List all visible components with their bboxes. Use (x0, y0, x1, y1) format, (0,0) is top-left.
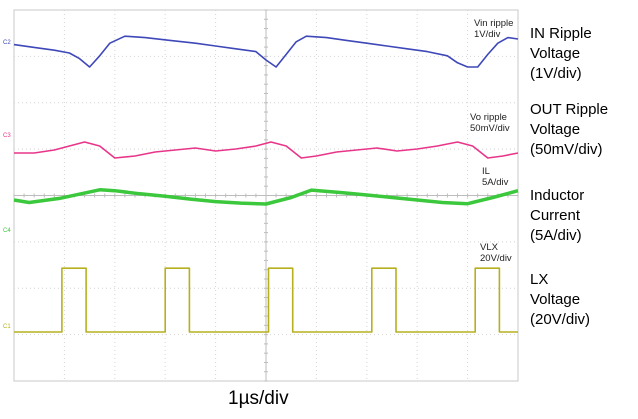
scope-label: 20V/div (480, 253, 512, 264)
side-label-line: Voltage (530, 45, 581, 62)
scope-label: 5A/div (482, 177, 509, 188)
scope-label: Vo ripple (470, 112, 507, 123)
scope-label: Vin ripple (474, 18, 513, 29)
scope-label: 1V/div (474, 29, 501, 40)
channel-marker: C3 (3, 133, 11, 139)
scope-label: VLX (480, 242, 499, 253)
traces (13, 35, 519, 333)
side-label-line: Voltage (530, 291, 581, 308)
grid (13, 9, 519, 382)
side-label-inductor-current: Inductor Current (5A/div) (530, 186, 584, 246)
trace-lx-voltage (14, 267, 518, 333)
channel-marker: C4 (3, 228, 11, 234)
side-label-line: (1V/div) (530, 65, 582, 82)
side-label-line: (5A/div) (530, 227, 582, 244)
side-label-line: Inductor (530, 187, 585, 204)
side-label-line: OUT Ripple (530, 101, 609, 118)
side-label-line: Current (530, 207, 581, 224)
side-label-lx-voltage: LX Voltage (20V/div) (530, 270, 590, 330)
trace-out-ripple-voltage (14, 141, 519, 159)
side-label-line: LX (530, 271, 549, 288)
side-label-line: IN Ripple (530, 25, 592, 42)
time-per-division-label: 1µs/div (228, 388, 289, 409)
side-label-in-ripple: IN Ripple Voltage (1V/div) (530, 24, 592, 84)
side-label-line: (50mV/div) (530, 141, 603, 158)
side-label-out-ripple: OUT Ripple Voltage (50mV/div) (530, 100, 608, 160)
channel-marker: C2 (3, 40, 11, 46)
channel-marker: C1 (3, 324, 11, 330)
scope-label: 50mV/div (470, 123, 510, 134)
trace-in-ripple-voltage (13, 35, 519, 68)
trace-inductor-current (13, 188, 519, 206)
channel-markers: C2 C3 C4 C1 (3, 40, 11, 330)
side-label-line: (20V/div) (530, 311, 591, 328)
scope-label: IL (482, 166, 490, 177)
side-label-line: Voltage (530, 121, 581, 138)
